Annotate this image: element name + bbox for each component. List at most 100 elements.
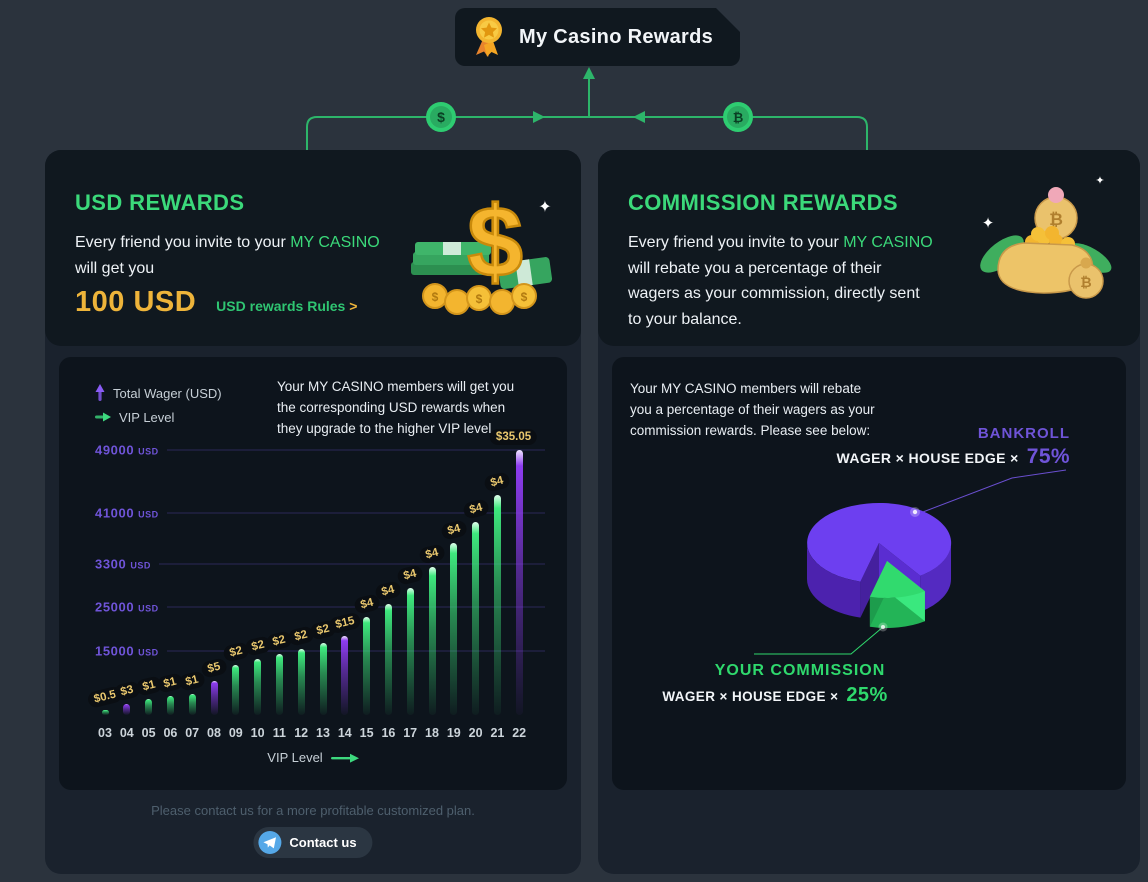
svg-text:$: $	[437, 109, 445, 125]
y-axis-tick: 41000	[95, 505, 135, 521]
svg-text:$: $	[467, 186, 523, 298]
bar-plot-area: 49000 USD 41000 USD 3300 USD 25000 USD 15000 USD $…	[86, 429, 545, 740]
x-axis-tick: 13	[316, 726, 330, 740]
commission-pie-chart	[754, 469, 1067, 655]
commission-chart-card: Your MY CASINO members will rebate you a…	[612, 357, 1126, 790]
usd-rewards-rules-link[interactable]: USD rewards Rules >	[216, 298, 358, 314]
contact-us-button[interactable]: Contact us	[253, 827, 373, 858]
brand-name: MY CASINO	[290, 234, 380, 251]
usd-rewards-description: Every friend you invite to your MY CASIN…	[75, 230, 420, 281]
reward-amount: 100 USD	[75, 286, 197, 318]
your-commission-label: YOUR COMMISSION	[714, 662, 886, 679]
x-axis-tick: 07	[185, 726, 200, 740]
usd-rewards-panel: USD REWARDS Every friend you invite to y…	[45, 150, 581, 874]
chart-legend: Total Wager (USD) VIP Level	[95, 381, 222, 429]
commission-rewards-panel: COMMISSION REWARDS Every friend you invi…	[598, 150, 1140, 874]
reward-amount-row: 100 USD USD rewards Rules >	[75, 286, 357, 319]
commission-formula-text: WAGER × HOUSE EDGE ×	[662, 689, 839, 704]
legend-vip: VIP Level	[95, 405, 222, 429]
bitcoin-coin-icon: ₿	[723, 102, 753, 132]
page-title-badge: My Casino Rewards	[455, 8, 740, 66]
dollar-coin-icon: $	[426, 102, 456, 132]
x-axis-tick: 16	[381, 726, 396, 740]
svg-text:✦: ✦	[538, 199, 551, 216]
desc-prefix: Every friend you invite to your	[75, 234, 291, 251]
legend-vip-label: VIP Level	[119, 409, 175, 425]
contact-note: Please contact us for a more profitable …	[151, 803, 475, 818]
bar-value-label: $5	[200, 656, 228, 679]
arrow-up-icon	[583, 67, 595, 79]
bar-vip-05	[145, 699, 153, 715]
grid-line	[166, 449, 545, 451]
bankroll-label: BANKROLL	[977, 425, 1070, 442]
y-axis-unit: USD	[130, 560, 151, 571]
y-axis-unit: USD	[138, 647, 159, 658]
x-axis-tick: 04	[119, 726, 134, 740]
brand-name: MY CASINO	[843, 234, 933, 251]
bankroll-formula: WAGER × HOUSE EDGE × 75%	[837, 445, 1071, 469]
bar-vip-13	[319, 643, 327, 715]
bar-vip-19	[450, 542, 458, 715]
commission-percent: 25%	[846, 684, 888, 706]
grid-row: 15000 USD	[95, 644, 545, 659]
grid-row: 49000 USD	[95, 443, 545, 458]
bar-vip-04	[123, 704, 131, 715]
x-axis-title: VIP Level	[59, 750, 567, 765]
x-axis-tick: 18	[425, 726, 439, 740]
bar-vip-21	[493, 495, 501, 715]
desc-suffix: will get you	[75, 259, 155, 277]
legend-wager: Total Wager (USD)	[95, 381, 222, 405]
bar-vip-07	[188, 693, 196, 715]
svg-text:$: $	[476, 292, 483, 306]
small-money-bag-2: ₿	[1068, 257, 1104, 299]
bar-vip-09	[232, 664, 240, 715]
purple-up-arrow-icon	[95, 384, 105, 401]
y-axis-tick: 15000	[95, 643, 135, 659]
y-axis-tick: 49000	[95, 442, 135, 458]
svg-text:₿: ₿	[1049, 210, 1063, 229]
bankroll-percent: 75%	[1026, 445, 1070, 468]
svg-text:₿: ₿	[733, 110, 744, 125]
medal-icon	[476, 17, 502, 57]
bar-value-label: $35.05	[489, 429, 538, 445]
bar-value-label: $4	[439, 518, 468, 541]
bar-vip-14	[341, 635, 349, 715]
y-axis-unit: USD	[138, 509, 159, 520]
small-money-bag: ₿	[1034, 187, 1078, 240]
x-axis-tick: 06	[163, 726, 178, 740]
bar-vip-08	[210, 680, 218, 715]
bar-vip-20	[472, 521, 480, 715]
grid-line	[158, 563, 545, 565]
bar-vip-06	[166, 696, 174, 715]
x-axis-tick: 10	[250, 726, 265, 740]
x-axis-tick: 12	[294, 726, 309, 740]
bar-vip-18	[428, 566, 436, 715]
arrow-right-icon	[533, 111, 545, 123]
bar-vip-11	[275, 654, 283, 715]
telegram-icon	[258, 831, 282, 854]
bar-vip-22	[515, 450, 523, 715]
bar-vip-16	[384, 603, 392, 715]
money-bags-illustration: ✦ ✦ ₿ ₿	[980, 175, 1112, 299]
usd-chart-card: Total Wager (USD) VIP Level Your MY CASI…	[59, 357, 567, 790]
grid-row: 41000 USD	[95, 506, 545, 521]
bar-vip-10	[254, 659, 262, 715]
bar-vip-17	[406, 587, 414, 715]
svg-text:$: $	[432, 290, 439, 304]
usd-hero-card: USD REWARDS Every friend you invite to y…	[45, 150, 581, 346]
grid-line	[166, 512, 545, 514]
x-axis-tick: 09	[228, 726, 243, 740]
desc-suffix: will rebate you a percentage of their wa…	[628, 259, 920, 328]
arrow-left-icon	[633, 111, 645, 123]
legend-wager-label: Total Wager (USD)	[113, 385, 222, 401]
svg-text:✦: ✦	[982, 215, 995, 232]
bar-vip-03	[101, 709, 109, 715]
y-axis-unit: USD	[138, 446, 159, 457]
green-right-arrow-icon	[330, 753, 359, 763]
desc-prefix: Every friend you invite to your	[628, 234, 844, 251]
x-axis-tick: 03	[98, 726, 112, 740]
green-right-arrow-icon	[95, 412, 111, 422]
x-axis-tick: 14	[337, 726, 352, 740]
grid-line	[166, 650, 545, 652]
